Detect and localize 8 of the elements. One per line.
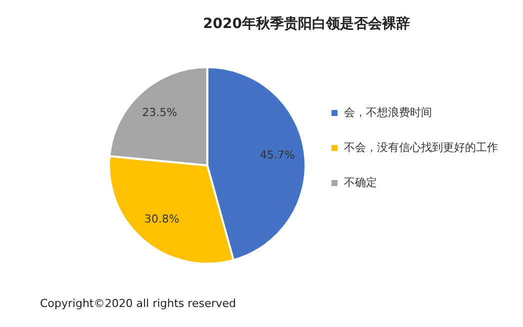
legend-label: 不会，没有信心找到更好的工作 bbox=[344, 140, 498, 154]
data-label: 45.7% bbox=[260, 148, 295, 162]
legend-label: 不确定 bbox=[344, 176, 377, 189]
chart-title: 2020年秋季贵阳白领是否会裸辞 bbox=[203, 15, 410, 32]
data-label: 30.8% bbox=[144, 212, 180, 226]
data-label: 23.5% bbox=[142, 106, 178, 119]
text: Copyright©2020 all rights reserved bbox=[39, 297, 237, 310]
legend-label: 会，不想浪费时间 bbox=[344, 106, 432, 119]
